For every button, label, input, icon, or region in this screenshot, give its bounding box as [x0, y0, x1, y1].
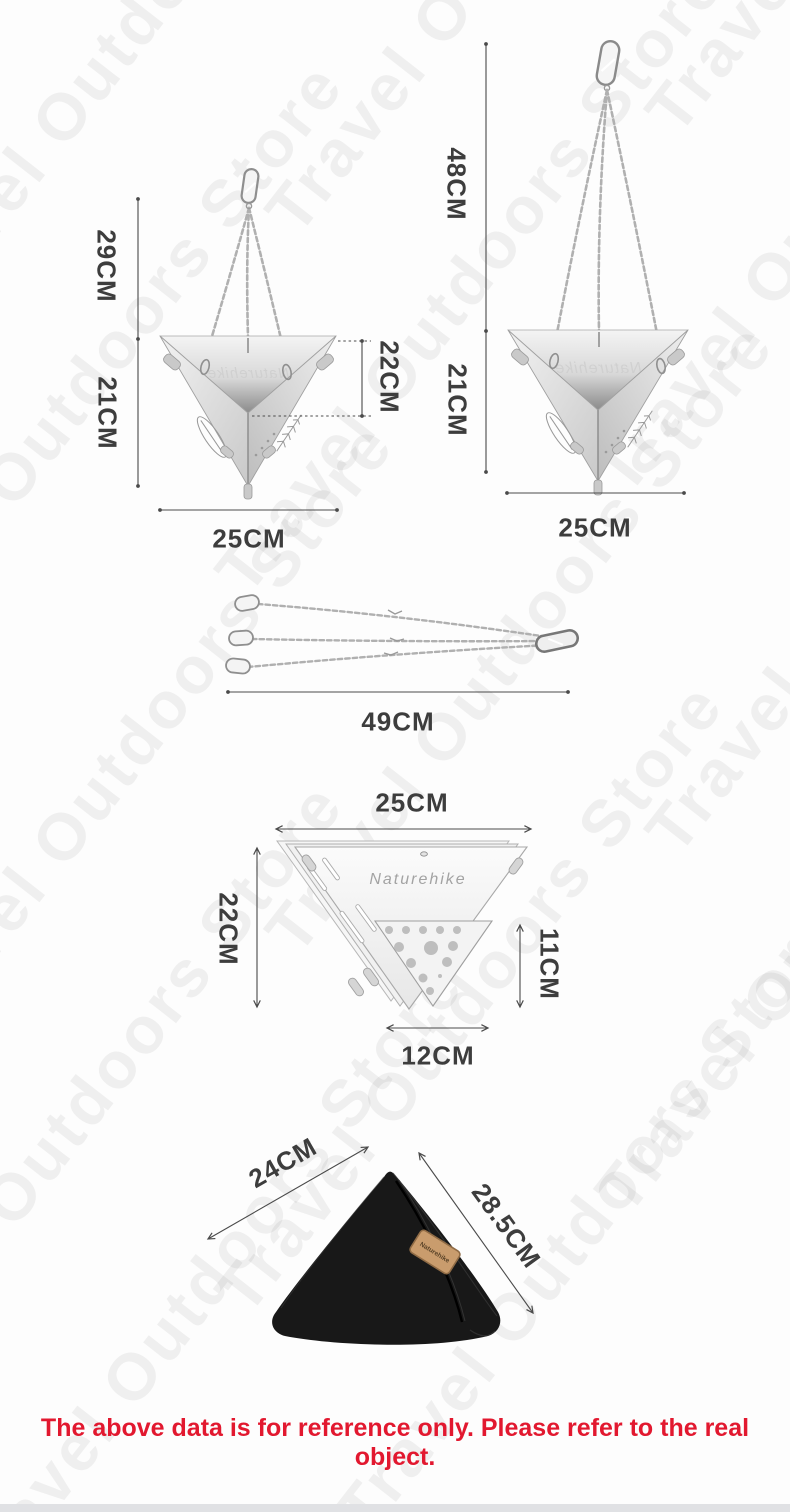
dim-label-small-plate-height: 11CM — [534, 928, 565, 1000]
dimension-lines — [136, 42, 686, 1315]
carabiner-icon — [240, 167, 260, 205]
plate-tabs — [511, 348, 685, 496]
stove-large-figure: Naturehike — [506, 39, 690, 496]
dim-label-stove-large-body-height: 21CM — [442, 363, 473, 437]
stove-large-logo-mirrored: Naturehike — [554, 360, 641, 377]
plates-logo-text: Naturehike — [369, 871, 466, 888]
plate-tabs — [163, 353, 334, 500]
s-hooks — [383, 609, 405, 656]
dim-label-stove-large-chain-height: 48CM — [441, 147, 472, 221]
stove-large-chains — [551, 88, 664, 361]
plates-figure: Naturehike — [276, 840, 529, 1010]
dim-label-chain-set-length: 49CM — [361, 706, 435, 737]
disclaimer-text: The above data is for reference only. Pl… — [40, 1414, 750, 1471]
dim-label-stove-small-inner-depth: 22CM — [374, 340, 405, 414]
stove-small-figure: Naturehike — [158, 167, 338, 500]
dim-label-small-plate-width: 12CM — [401, 1040, 475, 1071]
dim-label-plates-height: 22CM — [213, 892, 244, 966]
dim-label-stove-small-width: 25CM — [212, 523, 286, 554]
page-bottom-divider — [0, 1504, 790, 1512]
dim-label-stove-small-chain-height: 29CM — [91, 229, 122, 303]
small-carabiners — [225, 594, 260, 675]
leaf-cutout-icon — [545, 412, 577, 454]
small-plate-holes — [385, 926, 461, 995]
fishbone-cutout-icon — [627, 410, 653, 448]
chain-hooks — [199, 338, 293, 381]
fishbone-cutout-icon — [276, 414, 302, 452]
dim-label-plates-width: 25CM — [375, 787, 449, 818]
chain-hooks — [548, 332, 667, 375]
leaf-cutout-icon — [196, 416, 228, 458]
dim-label-stove-small-body-height: 21CM — [92, 376, 123, 450]
carabiner-icon — [595, 39, 621, 87]
vent-holes — [604, 429, 626, 454]
dim-label-stove-large-width: 25CM — [558, 512, 632, 543]
chain-set-figure — [225, 594, 580, 675]
chain-strands — [246, 602, 550, 669]
large-carabiner-icon — [534, 628, 580, 654]
stove-small-logo-mirrored: Naturehike — [207, 365, 290, 382]
vent-holes — [254, 432, 276, 457]
plate-tabs — [301, 854, 524, 997]
plate-slots — [306, 857, 377, 944]
